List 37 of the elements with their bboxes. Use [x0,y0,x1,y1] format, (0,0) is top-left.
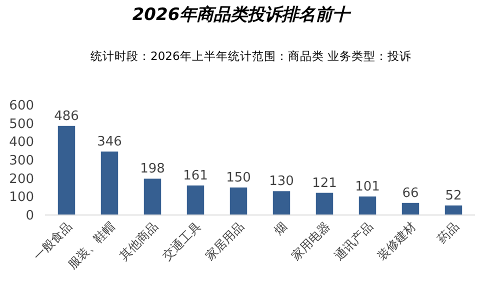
data-label: 130 [269,174,294,190]
bar [272,191,290,215]
data-label: 161 [183,168,208,184]
data-label: 101 [355,179,380,194]
x-tick-label: 其他商品 [116,219,161,264]
data-label: 346 [97,134,122,150]
data-label: 52 [445,188,462,204]
bar [186,185,204,215]
y-tick-label: 0 [26,208,34,224]
y-tick-label: 400 [9,135,34,150]
data-label: 486 [54,108,79,124]
x-tick-label: 装修建材 [374,219,419,264]
x-tick-label: 药品 [434,219,462,246]
bar [316,192,334,215]
bar [444,205,462,215]
x-tick-label: 家用电器 [288,219,333,264]
y-tick-label: 100 [9,190,34,206]
bar [230,188,248,215]
y-tick-label: 500 [9,116,34,132]
y-tick-label: 300 [9,154,34,168]
x-tick-label: 通讯产品 [332,219,376,264]
x-tick-label: 家居用品 [202,219,247,264]
chart-title: 2026年商品类投诉排名前十 [132,5,352,25]
bar [402,202,420,215]
y-tick-label: 200 [9,172,34,187]
chart-subtitle: 统计时段：2026年上半年统计范围：商品类 业务类型：投诉 [90,49,412,63]
data-label: 121 [312,176,337,191]
data-label: 150 [226,170,251,186]
x-tick-label: 交通工具 [160,219,204,264]
data-label: 198 [140,162,165,177]
bar [100,152,118,215]
y-tick-label: 600 [9,98,34,114]
bar [358,196,376,215]
bar [144,178,162,215]
x-tick-label: 烟 [271,219,290,238]
data-label: 66 [402,186,419,201]
bar [58,126,76,215]
